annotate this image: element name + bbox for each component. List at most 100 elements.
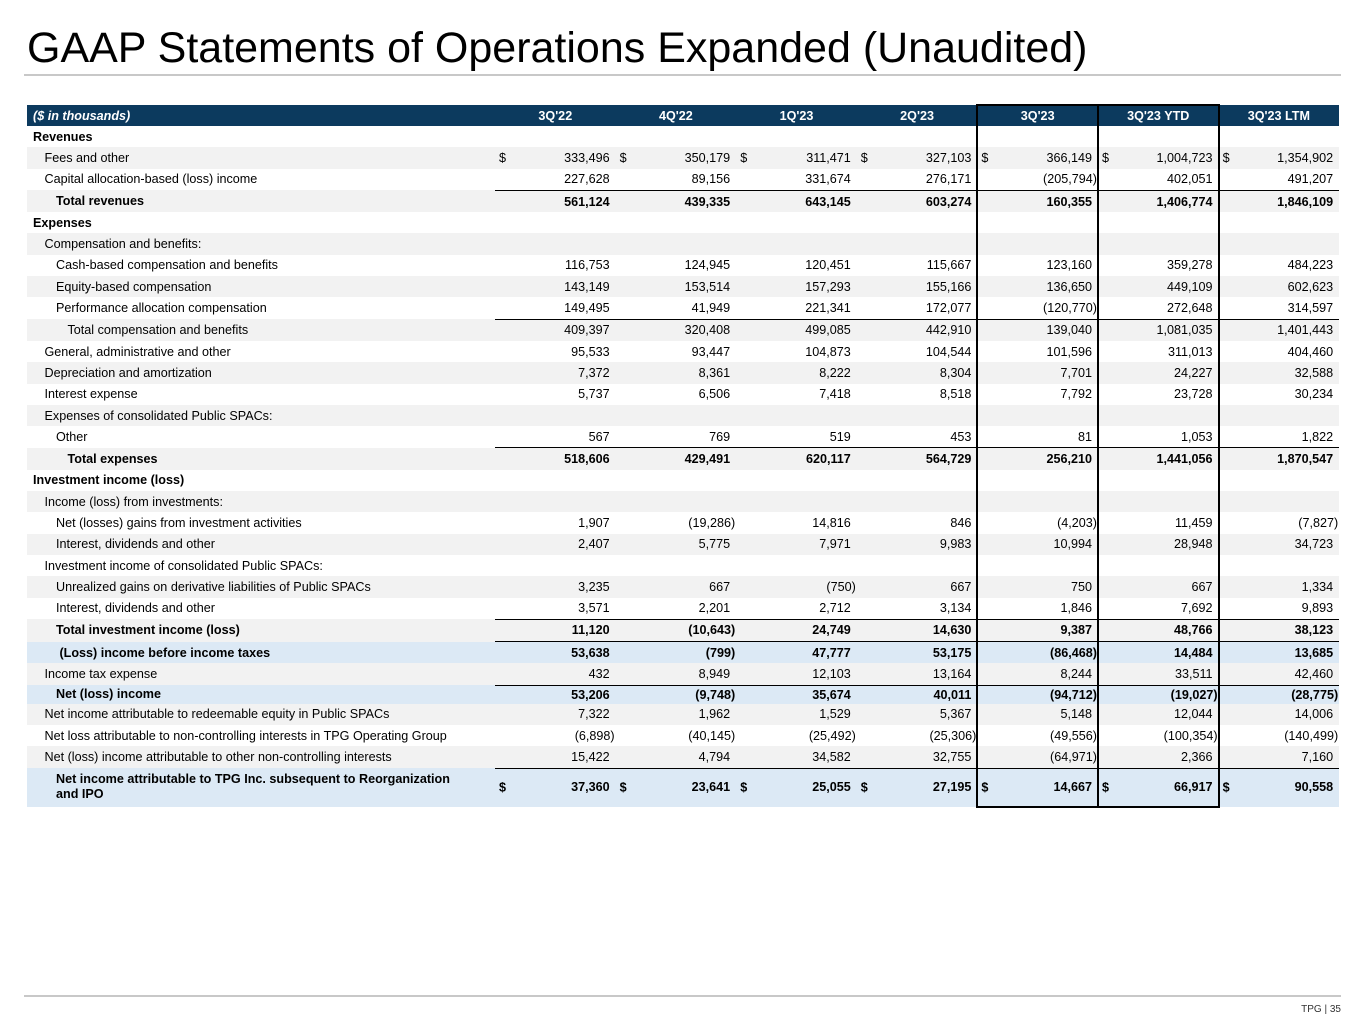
value-cell [1097, 404, 1219, 427]
value-cell: 442,910 [856, 318, 978, 341]
value-cell [736, 212, 857, 233]
value-cell [736, 555, 857, 576]
value: (19,027) [1170, 687, 1218, 702]
page-footer: TPG | 35 [1301, 1004, 1341, 1015]
value: 11,459 [1174, 515, 1213, 530]
value-cell: 667 [615, 576, 737, 598]
value: 23,641 [691, 780, 731, 795]
value: 359,278 [1167, 258, 1213, 273]
value-cell: 769 [616, 426, 737, 448]
row-label: (Loss) income before income taxes [27, 641, 495, 664]
value-cell: 35,674 [736, 684, 857, 704]
value: 14,484 [1174, 645, 1213, 660]
table-row: Net loss attributable to non-controlling… [27, 725, 1339, 746]
value: 115,667 [926, 258, 972, 273]
value-cell: (25,492) [736, 725, 857, 746]
value-cell: (40,145) [616, 725, 737, 746]
value-cell: 153,514 [615, 276, 737, 298]
row-label: Revenues [33, 129, 93, 144]
value: 89,156 [691, 172, 731, 187]
value: 53,175 [932, 645, 972, 660]
value: 7,692 [1181, 601, 1213, 616]
value: 3,235 [578, 579, 610, 594]
value-cell [857, 470, 978, 491]
value: (4,203) [1057, 515, 1097, 530]
value-cell [495, 126, 616, 147]
value-cell: 8,244 [977, 663, 1098, 686]
row-label: Unrealized gains on derivative liabiliti… [27, 576, 495, 598]
value-cell: 439,335 [615, 189, 737, 213]
value-cell: 1,401,443 [1218, 318, 1340, 341]
value-cell: (6,898) [495, 725, 616, 746]
value-cell [856, 491, 978, 513]
value-cell: 3,134 [857, 598, 978, 620]
value-cell: 404,460 [1219, 341, 1340, 362]
value: 5,367 [939, 707, 972, 722]
value: 750 [1070, 579, 1092, 594]
value-cell: 1,846,109 [1218, 189, 1340, 213]
footer-divider [24, 995, 1341, 997]
table-row: General, administrative and other 95,533 9… [27, 341, 1339, 362]
value-cell: 432 [495, 663, 616, 686]
table-row: Other 567 769 519 453 81 1,053 1,822 [27, 426, 1339, 448]
value: 32,588 [1294, 365, 1334, 380]
row-label: Net (loss) income attributable to other … [27, 746, 495, 769]
value: 320,408 [684, 323, 731, 338]
value-cell: 81 [977, 426, 1098, 448]
table-row: Equity-based compensation 143,149 153,514 1… [27, 276, 1340, 298]
value-cell: $350,179 [615, 147, 737, 169]
value-cell [857, 555, 978, 576]
value: 5,148 [1060, 707, 1092, 722]
value: 1,822 [1301, 429, 1334, 444]
table-row: Net income attributable to redeemable eq… [27, 703, 1340, 726]
value: 38,123 [1294, 623, 1334, 638]
value-cell: 359,278 [1098, 255, 1219, 276]
value: (205,794) [1043, 172, 1097, 187]
table-row: Fees and other $333,496 $350,179 $311,471 $3… [27, 147, 1340, 169]
value-cell [977, 212, 1098, 233]
value-cell: 23,728 [1098, 384, 1219, 405]
value: 409,397 [564, 323, 610, 338]
value-cell: 10,994 [977, 533, 1098, 555]
table-row: Investment income of consolidated Public… [27, 555, 1339, 576]
table-row: Total revenues 561,124 439,335 643,145 603,2… [27, 189, 1340, 213]
value-cell: 1,334 [1218, 576, 1340, 598]
value-cell: 643,145 [736, 189, 857, 213]
value: 95,533 [571, 344, 610, 359]
value-cell [615, 404, 737, 427]
value-cell: 409,397 [495, 318, 616, 341]
value-cell: 7,692 [1098, 598, 1219, 620]
value-cell: 34,723 [1218, 533, 1340, 555]
value-cell [1219, 555, 1340, 576]
value-cell: 149,495 [495, 297, 616, 319]
value-cell: 561,124 [495, 189, 616, 213]
value-cell: (750) [736, 576, 857, 598]
value: 28,948 [1174, 537, 1213, 552]
value: 155,166 [925, 279, 972, 294]
value-cell: 1,406,774 [1097, 189, 1219, 213]
value-cell: 93,447 [616, 341, 737, 362]
currency-symbol: $ [1222, 150, 1230, 165]
value-cell: 104,873 [736, 341, 857, 362]
value-cell: 311,013 [1098, 341, 1219, 362]
value-cell: $27,195 [856, 767, 978, 807]
value-cell: 24,227 [1097, 362, 1219, 384]
row-label: Net income attributable to redeemable eq… [27, 703, 495, 726]
value-cell: 116,753 [495, 255, 616, 276]
value-cell: 32,755 [856, 746, 978, 769]
value-cell: 7,418 [736, 384, 857, 405]
value-cell: 139,040 [977, 318, 1098, 341]
value-cell: $327,103 [856, 147, 978, 169]
value-cell: 24,749 [736, 618, 857, 642]
currency-symbol: $ [981, 780, 989, 795]
value-cell: 13,685 [1218, 641, 1340, 664]
value-cell: 155,166 [856, 276, 978, 298]
value-cell [977, 233, 1098, 255]
value: 1,004,723 [1156, 150, 1213, 165]
value-cell: 95,533 [495, 341, 616, 362]
value-cell: (10,643) [615, 618, 737, 642]
value-cell: 53,638 [495, 641, 616, 664]
value: (25,492) [808, 728, 856, 743]
value: 123,160 [1046, 258, 1092, 273]
value: 311,013 [1167, 344, 1213, 359]
